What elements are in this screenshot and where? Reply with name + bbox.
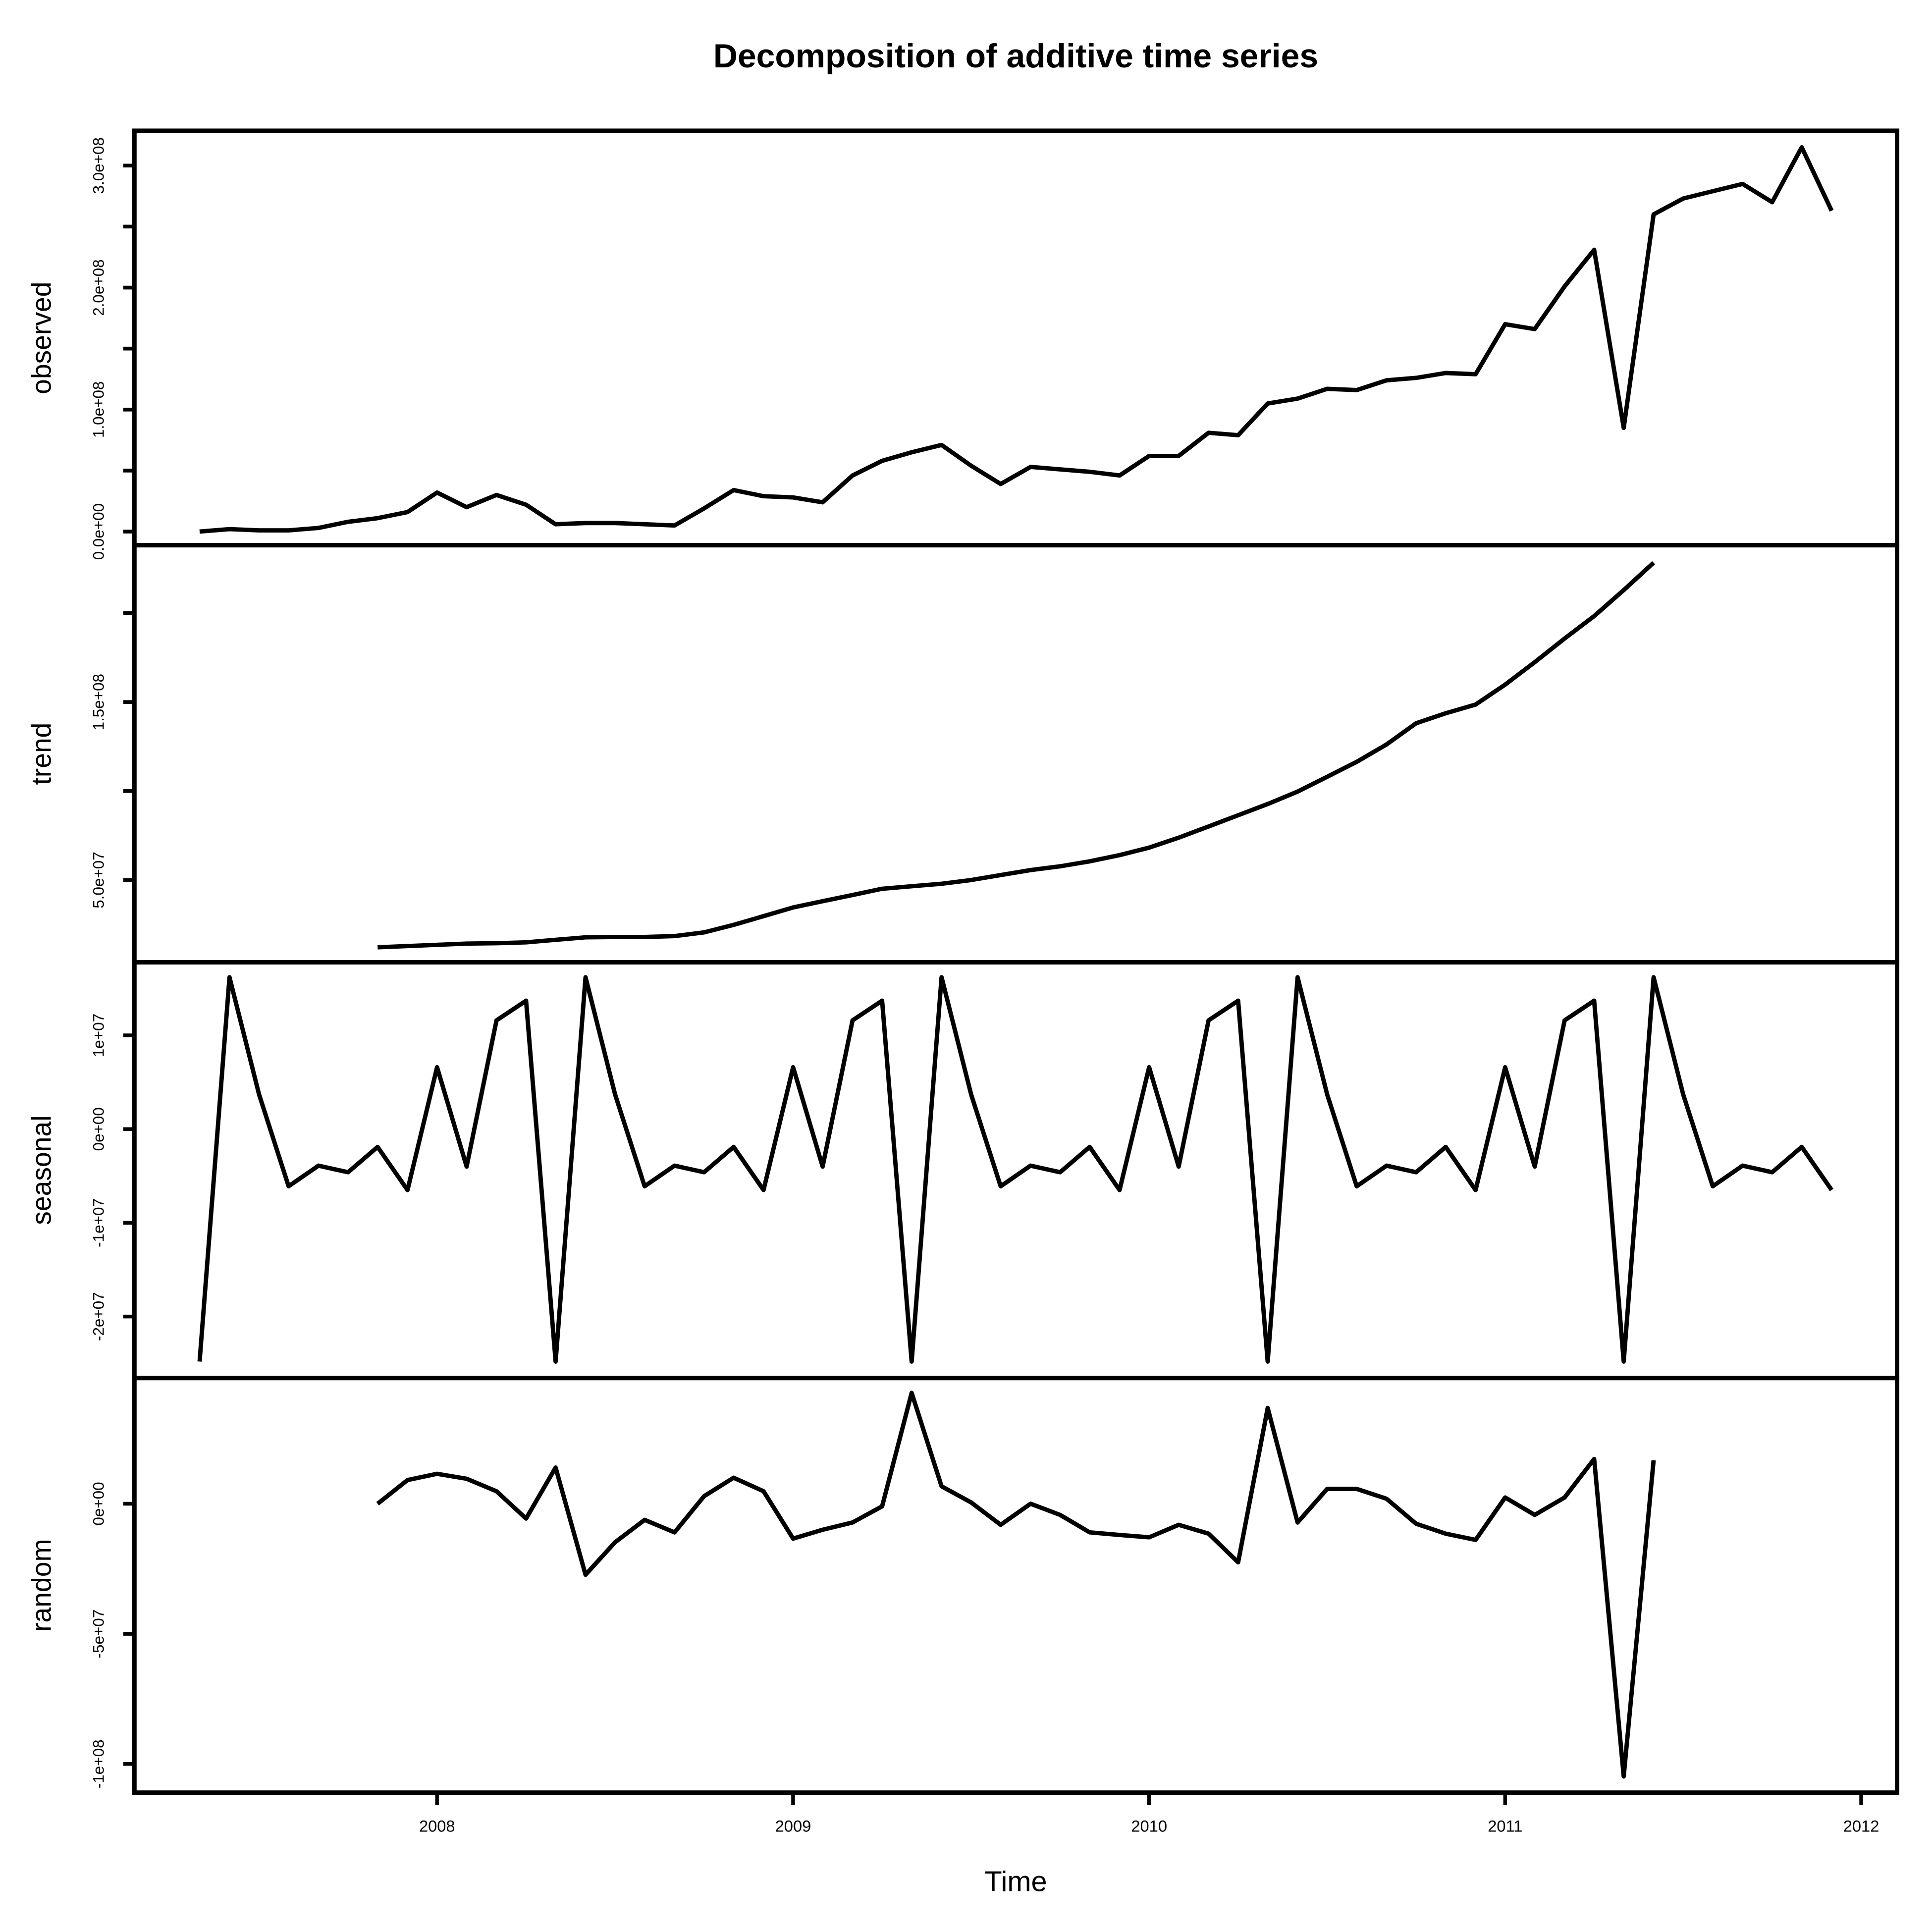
y-tick-label: 2.0e+08 xyxy=(90,259,107,316)
y-axis-label: observed xyxy=(26,282,57,394)
y-tick-label: 3.0e+08 xyxy=(90,137,107,194)
y-axis-label: random xyxy=(26,1539,57,1631)
chart-title: Decomposition of additive time series xyxy=(713,38,1318,75)
panel-frame xyxy=(132,1376,1900,1795)
x-tick-label: 2010 xyxy=(1131,1817,1167,1835)
panel-frame xyxy=(132,128,1900,548)
x-axis-label: Time xyxy=(984,1866,1047,1897)
y-tick-label: 0e+00 xyxy=(90,1107,107,1151)
y-axis-label: trend xyxy=(26,723,57,785)
series-line xyxy=(376,1391,1656,1779)
y-tick-label: 0.0e+00 xyxy=(90,503,107,560)
x-tick-label: 2011 xyxy=(1488,1817,1522,1835)
y-tick-label: 1.0e+08 xyxy=(90,381,107,438)
x-tick-label: 2012 xyxy=(1843,1817,1879,1835)
y-tick-label: -5e+07 xyxy=(90,1610,107,1659)
panel-frame xyxy=(132,960,1900,1381)
y-tick-label: 1e+07 xyxy=(90,1014,107,1057)
panel-frame xyxy=(132,543,1900,965)
y-tick-label: -2e+07 xyxy=(90,1292,107,1341)
y-tick-label: 1.5e+08 xyxy=(90,674,107,730)
y-axis-label: seasonal xyxy=(26,1115,57,1225)
series-line xyxy=(199,145,1834,534)
series-line xyxy=(197,975,1834,1364)
x-tick-label: 2009 xyxy=(775,1817,811,1835)
series-line xyxy=(377,561,1656,950)
y-tick-label: -1e+08 xyxy=(90,1739,107,1788)
y-tick-label: 0e+00 xyxy=(90,1482,107,1525)
x-tick-label: 2008 xyxy=(419,1817,455,1835)
y-tick-label: -1e+07 xyxy=(90,1198,107,1247)
y-tick-label: 5.0e+07 xyxy=(90,852,107,908)
